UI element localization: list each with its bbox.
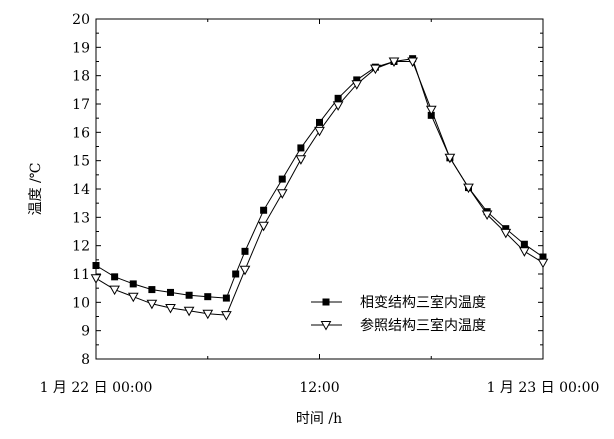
data-point-square	[353, 76, 361, 84]
data-point-triangle	[407, 57, 418, 68]
data-point-square	[334, 94, 342, 102]
data-point-triangle	[463, 183, 474, 194]
data-point-square	[204, 293, 212, 301]
series-layer	[90, 55, 549, 321]
data-point-square	[185, 291, 193, 299]
y-tick-label: 10	[72, 295, 90, 311]
data-point-triangle	[444, 153, 456, 164]
data-point-triangle	[351, 80, 363, 90]
data-point-square	[427, 111, 435, 119]
y-tick-label: 13	[72, 210, 90, 226]
data-point-triangle	[127, 292, 139, 303]
y-tick-label: 15	[72, 154, 90, 170]
data-point-triangle	[370, 64, 381, 75]
legend-label-series-1: 相变结构三室内温度	[360, 294, 486, 311]
data-point-square	[260, 206, 268, 214]
y-tick-label: 16	[72, 125, 90, 141]
legend-marker-hollow-triangle	[320, 321, 332, 331]
y-axis-label: 温度 /℃	[28, 163, 44, 216]
data-point-triangle	[314, 126, 325, 137]
y-tick-label: 9	[81, 324, 90, 340]
data-point-square	[316, 118, 323, 126]
x-tick-label: 1 月 22 日 00:00	[40, 380, 153, 396]
data-point-triangle	[481, 210, 493, 221]
x-axis-label: 时间 /h	[296, 411, 342, 427]
data-point-triangle	[258, 221, 269, 232]
data-point-triangle	[425, 105, 437, 116]
legend-label-series-2: 参照结构三室内温度	[360, 317, 486, 334]
data-point-square	[278, 175, 286, 183]
data-point-square	[92, 262, 100, 269]
data-point-square	[502, 225, 510, 233]
data-point-triangle	[519, 247, 530, 257]
data-point-square	[129, 280, 137, 288]
data-point-square	[232, 270, 240, 278]
y-tick-label: 14	[72, 182, 90, 198]
data-point-triangle	[146, 299, 158, 310]
data-point-triangle	[165, 304, 176, 314]
series-line-2	[95, 61, 544, 316]
data-point-triangle	[90, 274, 102, 284]
data-point-triangle	[239, 265, 251, 276]
data-point-triangle	[109, 285, 120, 296]
data-point-triangle	[332, 101, 344, 111]
data-point-triangle	[295, 155, 307, 165]
axes: 8 9 10 11 12 13 14 15 16 17 18 19 20 1 月 22 日 00:00 12…	[40, 12, 600, 396]
data-point-square	[520, 240, 528, 248]
legend-marker-filled-square	[322, 298, 330, 306]
y-tick-label: 12	[72, 239, 90, 255]
data-point-square	[148, 286, 156, 294]
data-point-square	[167, 288, 174, 296]
y-tick-label: 11	[72, 267, 90, 283]
y-tick-label: 18	[72, 69, 90, 85]
data-point-triangle	[500, 228, 512, 239]
x-tick-label: 12:00	[299, 380, 339, 396]
data-point-square	[241, 247, 249, 255]
data-point-triangle	[276, 189, 288, 199]
data-point-square	[222, 294, 230, 302]
data-point-triangle	[183, 306, 195, 317]
legend: 相变结构三室内温度 参照结构三室内温度	[311, 294, 486, 334]
series-line-1	[95, 58, 544, 299]
y-tick-label: 8	[81, 352, 90, 368]
y-tick-label: 20	[72, 12, 90, 28]
data-point-square	[297, 144, 305, 152]
y-tick-label: 17	[72, 97, 90, 113]
data-point-triangle	[537, 258, 549, 269]
data-point-square	[111, 273, 119, 281]
y-tick-label: 19	[72, 40, 90, 56]
data-point-triangle	[221, 311, 232, 321]
data-point-triangle	[202, 309, 214, 320]
data-point-triangle	[388, 57, 400, 68]
x-tick-label: 1 月 23 日 00:00	[487, 380, 600, 396]
data-point-square	[539, 253, 547, 261]
